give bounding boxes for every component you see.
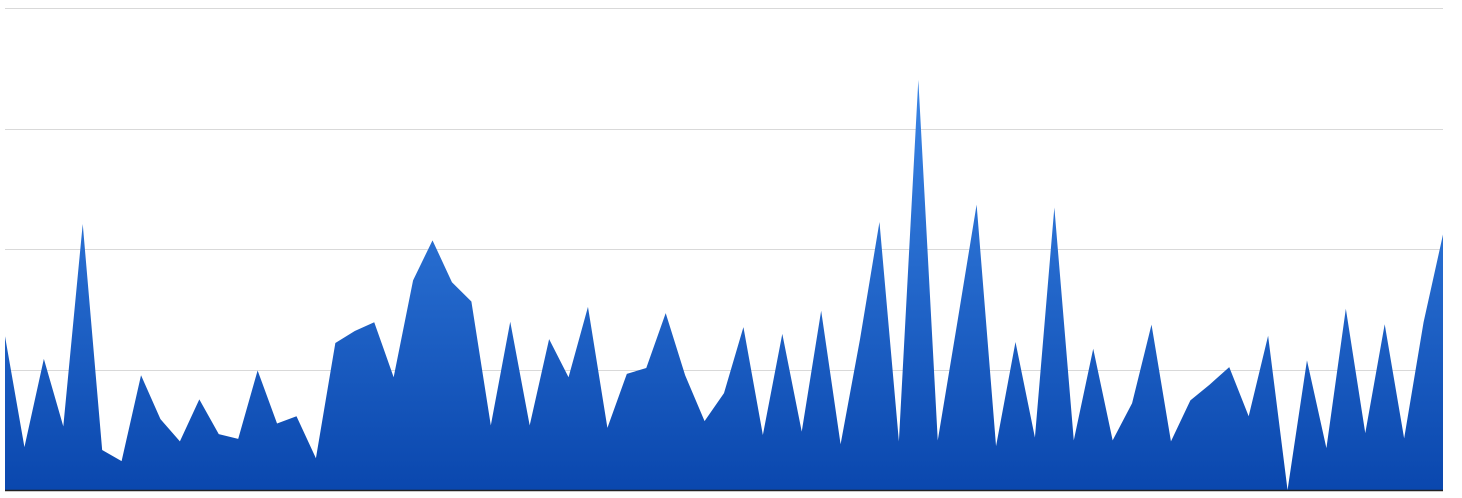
gridlines [5,8,1443,371]
series-area [5,79,1443,490]
area-fill [5,79,1443,490]
